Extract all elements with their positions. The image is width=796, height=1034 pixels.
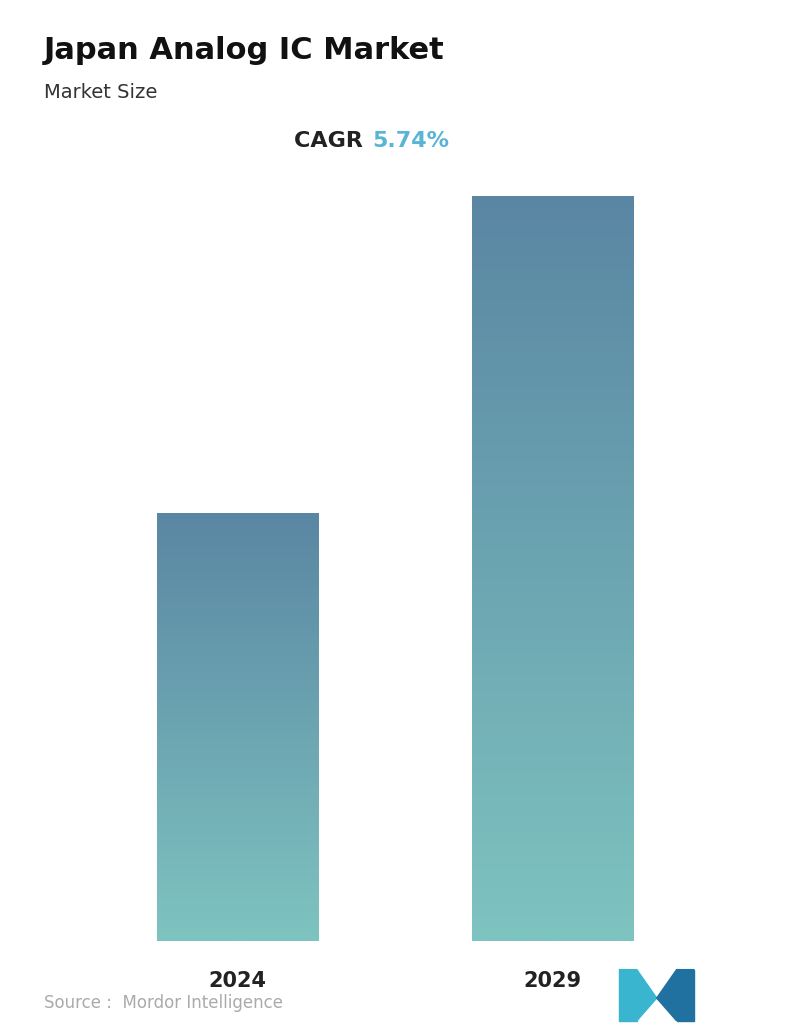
Polygon shape — [619, 970, 637, 1021]
Text: Source :  Mordor Intelligence: Source : Mordor Intelligence — [44, 994, 283, 1012]
Text: 2029: 2029 — [523, 971, 582, 991]
Text: Japan Analog IC Market: Japan Analog IC Market — [44, 36, 444, 65]
Polygon shape — [657, 970, 694, 1021]
Text: 5.74%: 5.74% — [373, 131, 450, 151]
Text: 2024: 2024 — [209, 971, 267, 991]
Text: CAGR: CAGR — [294, 131, 370, 151]
Polygon shape — [619, 970, 657, 1021]
Polygon shape — [677, 970, 694, 1021]
Text: Market Size: Market Size — [44, 83, 157, 101]
